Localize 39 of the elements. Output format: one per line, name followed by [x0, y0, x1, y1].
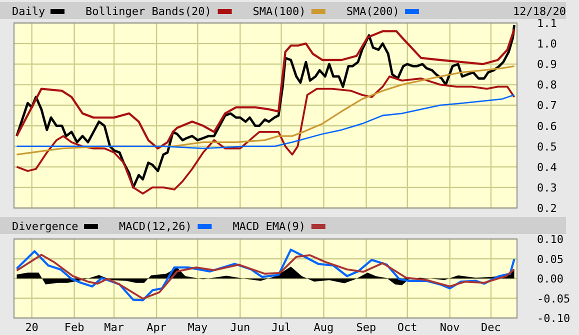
x-tick-label: Aug [314, 321, 334, 334]
legend-label: Daily [12, 5, 46, 18]
y-tick-label: 0.4 [537, 160, 558, 174]
line-series [16, 28, 516, 150]
legend-label: SMA(100) [252, 5, 306, 18]
y-tick-label: 1.1 [537, 17, 557, 30]
line-series [16, 75, 516, 195]
x-tick-label: Dec [481, 321, 501, 334]
line-series [16, 24, 516, 189]
y-tick-label: 0.9 [537, 58, 557, 72]
y-tick-label: 1.0 [537, 38, 557, 51]
x-tick-label: Jun [230, 321, 250, 334]
x-tick-label: May [188, 321, 208, 334]
line-series [16, 94, 515, 150]
x-tick-label: 20 [25, 321, 38, 334]
y-tick-label: 0.8 [537, 78, 557, 92]
y-tick-label: -0.10 [537, 312, 570, 325]
x-tick-label: Apr [146, 321, 167, 334]
x-tick-label: Nov [440, 321, 460, 334]
y-tick-label: -0.05 [537, 292, 570, 306]
legend-label: MACD EMA(9) [232, 220, 306, 233]
x-tick-label: Feb [64, 321, 84, 334]
legend-label: SMA(200) [346, 5, 400, 18]
y-tick-label: 0.10 [537, 233, 564, 246]
legend-label: Bollinger Bands(20) [86, 5, 212, 18]
y-tick-label: 0.5 [537, 140, 557, 154]
x-tick-label: Mar [104, 321, 124, 334]
legend-label: MACD(12,26) [119, 220, 192, 233]
x-tick-label: Sep [356, 321, 376, 334]
y-tick-label: 0.7 [537, 99, 557, 112]
legend-label: Divergence [12, 220, 78, 233]
y-tick-label: 0.6 [537, 120, 557, 133]
y-tick-label: 0.00 [537, 272, 564, 286]
y-tick-label: 0.05 [537, 252, 564, 266]
x-tick-label: Oct [397, 321, 418, 334]
text: 12/18/20 [513, 5, 566, 18]
y-tick-label: 0.3 [537, 181, 557, 194]
x-tick-label: Jul [271, 321, 292, 334]
y-tick-label: 0.2 [537, 202, 557, 215]
